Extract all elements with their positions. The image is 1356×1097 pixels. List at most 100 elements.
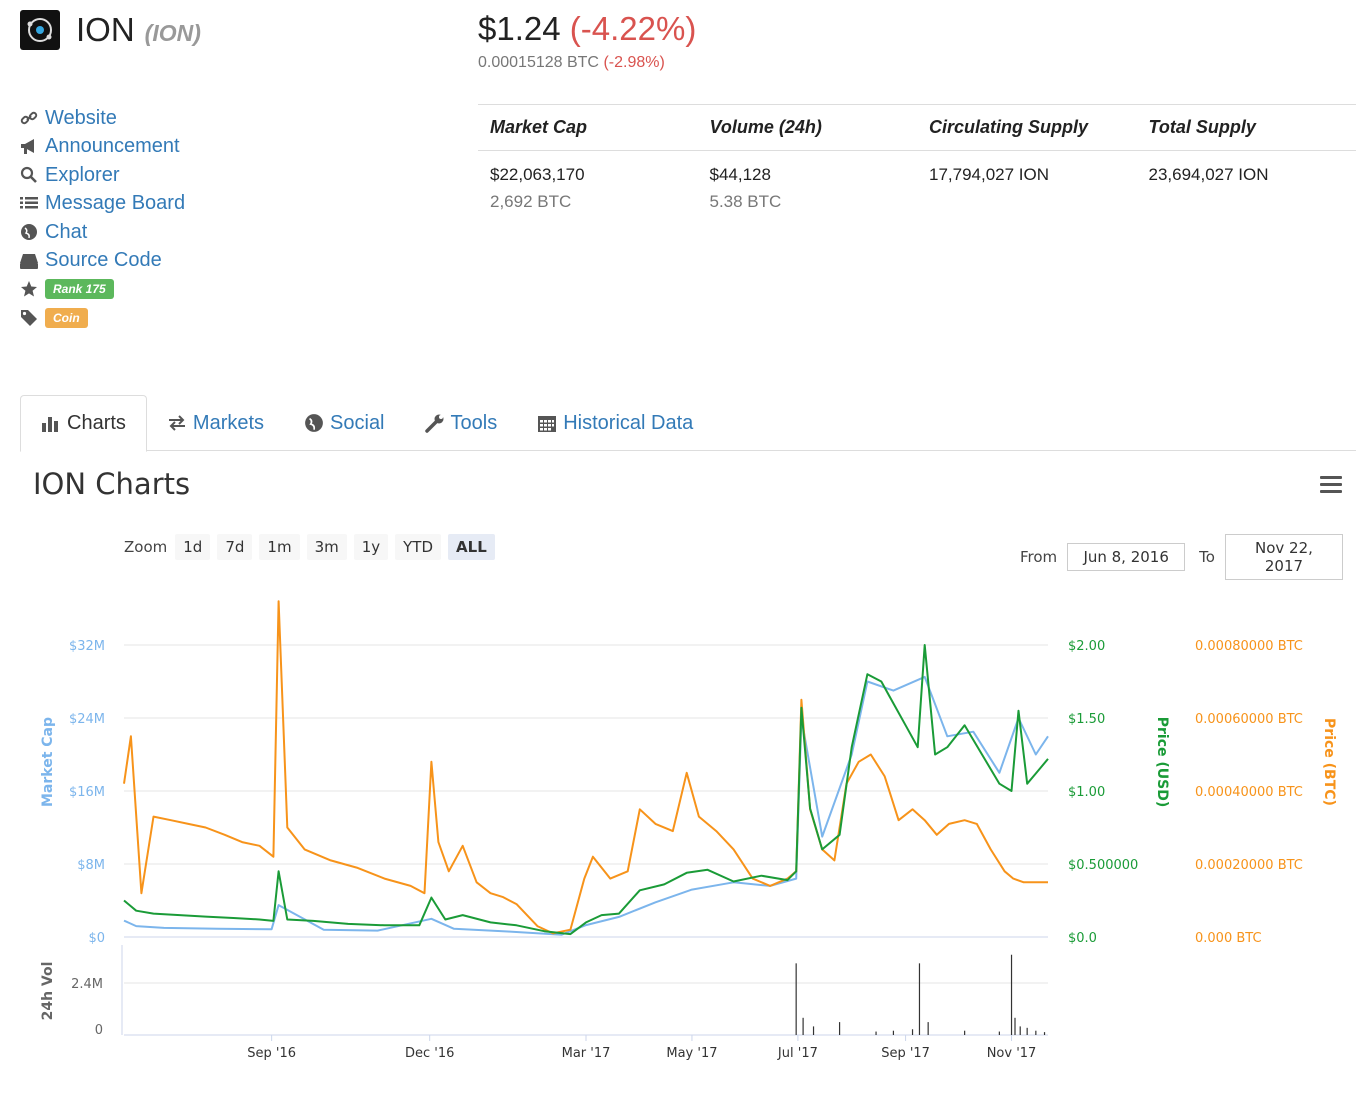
stats-circulating-supply: 17,794,027 ION (917, 165, 1137, 212)
tab-tools[interactable]: Tools (405, 395, 518, 451)
market-cap-tick-label: $16M (69, 785, 105, 800)
price-usd-tick-label: $0.0 (1068, 931, 1097, 946)
source-code-link[interactable]: Source Code (45, 249, 162, 272)
coin-type-badge: Coin (45, 307, 88, 328)
volume-btc: 5.38 BTC (709, 192, 782, 211)
announcement-link[interactable]: Announcement (45, 135, 180, 158)
coin-links: Website Announcement Explorer Message Bo… (18, 104, 185, 332)
tab-charts-label: Charts (67, 412, 126, 434)
from-date-input[interactable]: Jun 8, 2016 (1067, 543, 1186, 571)
btc-series-line (123, 600, 1048, 935)
star-icon (18, 278, 40, 300)
price-block: $1.24 (-4.22%) 0.00015128 BTC (-2.98%) (478, 10, 696, 72)
stats-header-row: Market Cap Volume (24h) Circulating Supp… (478, 105, 1356, 151)
chat-link[interactable]: Chat (45, 220, 88, 243)
date-range: From Jun 8, 2016 To Nov 22, 2017 (1020, 534, 1343, 580)
market-cap-tick-label: $24M (69, 712, 105, 727)
link-source-code[interactable]: Source Code (18, 247, 185, 276)
search-icon (18, 164, 40, 186)
x-tick-label: Sep '17 (881, 1046, 930, 1061)
price-btc-tick-label: 0.00060000 BTC (1195, 712, 1303, 727)
link-announcement[interactable]: Announcement (18, 133, 185, 162)
volume-tick-label: 2.4M (71, 977, 103, 992)
circulating-supply-value: 17,794,027 ION (929, 165, 1050, 184)
coin-tabs: Charts Markets Social Tools Historical D… (20, 395, 1356, 452)
zoom-1d-button[interactable]: 1d (175, 534, 211, 560)
price-usd-axis-title: Price (USD) (1154, 717, 1170, 808)
link-chat[interactable]: Chat (18, 218, 185, 247)
coin-symbol: (ION) (144, 19, 201, 46)
exchange-icon (167, 415, 187, 431)
zoom-label: Zoom (124, 538, 168, 556)
price-usd-tick-label: $2.00 (1068, 639, 1105, 654)
stats-header-circulating-supply: Circulating Supply (929, 117, 1089, 137)
globe-icon (304, 413, 324, 433)
tab-markets-label: Markets (192, 411, 265, 434)
chart-series (123, 600, 1049, 936)
bullhorn-icon (18, 136, 40, 158)
tab-historical-data[interactable]: Historical Data (517, 395, 713, 451)
tab-social[interactable]: Social (284, 395, 404, 451)
bar-chart-icon (41, 416, 61, 432)
rank-badge: Rank 175 (45, 279, 114, 300)
market-cap-usd: $22,063,170 (490, 165, 585, 184)
chart-menu-icon[interactable] (1320, 476, 1342, 494)
price-usd: $1.24 (-4.22%) (478, 10, 696, 48)
ion-logo-icon (27, 18, 52, 42)
x-tick-label: Nov '17 (987, 1046, 1037, 1061)
calendar-icon (537, 414, 557, 432)
website-link[interactable]: Website (45, 106, 117, 129)
x-tick-label: Mar '17 (562, 1046, 611, 1061)
chart-title: ION Charts (33, 467, 191, 501)
price-btc: 0.00015128 BTC (-2.98%) (478, 54, 696, 72)
market-cap-tick-label: $32M (69, 639, 105, 654)
from-label: From (1020, 548, 1058, 566)
link-explorer[interactable]: Explorer (18, 161, 185, 190)
market-cap-btc: 2,692 BTC (490, 192, 572, 211)
globe-icon (18, 221, 40, 243)
usd-series-line (123, 644, 1049, 936)
chart-grid (121, 644, 1048, 1036)
volume-bars (795, 954, 1046, 1035)
to-date-input[interactable]: Nov 22, 2017 (1224, 534, 1343, 580)
x-axis-labels: Sep '16 Dec '16 Mar '17 May '17 Jul '17 Sep '… (247, 1035, 1036, 1061)
stats-header-volume: Volume (24h) (709, 117, 822, 137)
stats-header-market-cap: Market Cap (490, 117, 588, 137)
total-supply-value: 23,694,027 ION (1148, 165, 1269, 184)
zoom-all-button[interactable]: ALL (448, 534, 495, 560)
price-btc-change: (-2.98%) (603, 54, 665, 71)
stats-volume: $44,128 5.38 BTC (698, 165, 918, 212)
stats-total-supply: 23,694,027 ION (1137, 165, 1356, 212)
zoom-7d-button[interactable]: 7d (217, 534, 253, 560)
price-chart[interactable]: $32M $2.00 0.00080000 BTC $24M $1.50 0.000600… (0, 567, 1356, 1097)
x-tick-label: Dec '16 (405, 1046, 454, 1061)
x-tick-label: Sep '16 (247, 1046, 296, 1061)
to-label: To (1199, 548, 1215, 566)
coin-name: ION (76, 11, 135, 48)
link-icon (18, 107, 40, 129)
message-board-link[interactable]: Message Board (45, 192, 186, 215)
price-usd-tick-label: $0.500000 (1068, 858, 1138, 873)
price-btc-value: 0.00015128 BTC (478, 54, 599, 71)
x-tick-label: May '17 (666, 1046, 717, 1061)
zoom-3m-button[interactable]: 3m (306, 534, 347, 560)
link-message-board[interactable]: Message Board (18, 190, 185, 219)
stats-values-row: $22,063,170 2,692 BTC $44,128 5.38 BTC 1… (478, 151, 1356, 212)
y-axis-labels: $32M $2.00 0.00080000 BTC $24M $1.50 0.000600… (69, 639, 1303, 1038)
price-usd-tick-label: $1.50 (1068, 712, 1105, 727)
tab-charts[interactable]: Charts (20, 395, 147, 452)
price-btc-axis-title: Price (BTC) (1321, 718, 1337, 806)
explorer-link[interactable]: Explorer (45, 163, 120, 186)
cap-series-line (123, 675, 1049, 936)
tab-tools-label: Tools (450, 411, 498, 434)
tag-row: Coin (18, 304, 185, 333)
volume-tick-label: 0 (95, 1023, 103, 1038)
zoom-ytd-button[interactable]: YTD (395, 534, 442, 560)
zoom-1y-button[interactable]: 1y (353, 534, 389, 560)
volume-axis-title: 24h Vol (40, 962, 56, 1021)
link-website[interactable]: Website (18, 104, 185, 133)
tab-markets[interactable]: Markets (147, 395, 284, 451)
price-btc-tick-label: 0.000 BTC (1195, 931, 1262, 946)
zoom-1m-button[interactable]: 1m (259, 534, 300, 560)
market-cap-axis-title: Market Cap (40, 717, 56, 807)
